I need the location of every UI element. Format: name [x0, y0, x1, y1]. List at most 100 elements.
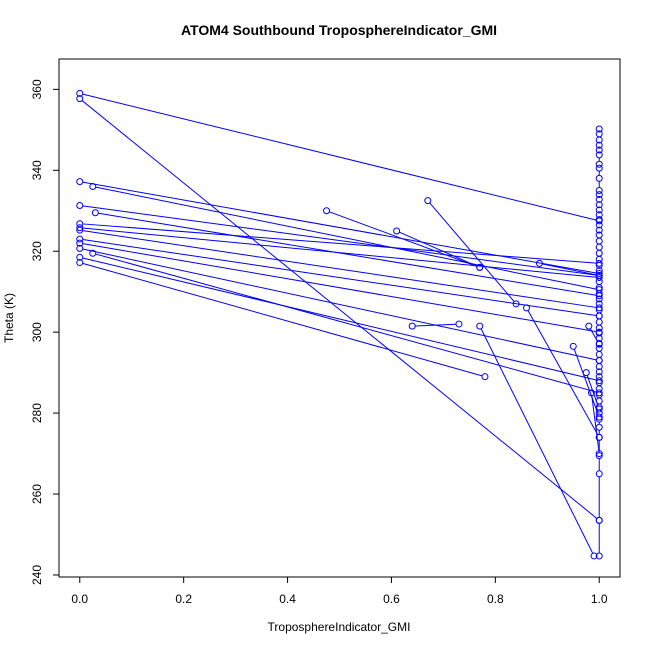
data-point	[595, 290, 603, 298]
x-axis-label: TroposphereIndicator_GMI	[268, 620, 411, 634]
data-point	[595, 237, 603, 245]
data-point	[595, 433, 603, 441]
data-point	[595, 261, 603, 269]
data-point	[76, 95, 84, 103]
data-point	[455, 320, 463, 328]
series-line	[98, 212, 597, 296]
series-line	[591, 395, 600, 451]
series-line	[82, 93, 597, 221]
data-point	[76, 224, 84, 232]
data-point	[595, 318, 603, 326]
data-point	[595, 243, 603, 251]
data-point	[590, 552, 598, 560]
data-point	[595, 211, 603, 219]
data-point	[595, 259, 603, 267]
data-point	[476, 263, 484, 271]
data-point	[323, 207, 331, 215]
data-point	[595, 295, 603, 303]
series-line	[95, 186, 597, 290]
data-point	[595, 125, 603, 133]
data-point	[585, 322, 593, 330]
y-tick-label: 300	[30, 322, 44, 342]
y-tick-label: 240	[30, 565, 44, 585]
data-point	[595, 269, 603, 277]
data-point	[595, 191, 603, 199]
x-tick-label: 0.6	[383, 592, 400, 606]
data-point	[595, 450, 603, 458]
data-point	[595, 312, 603, 320]
data-point	[595, 385, 603, 393]
series-line	[82, 239, 597, 317]
data-point	[393, 227, 401, 235]
data-point	[595, 141, 603, 149]
data-point	[595, 151, 603, 159]
data-point	[595, 389, 603, 397]
points-layer	[76, 89, 603, 560]
y-tick-label: 280	[30, 403, 44, 423]
data-point	[595, 201, 603, 209]
series-line	[480, 328, 594, 554]
lines-layer	[81, 93, 600, 554]
data-point	[76, 235, 84, 243]
y-axis: 240 260 280 300 320 340 360	[30, 79, 60, 585]
data-point	[595, 136, 603, 144]
x-tick-label: 0.4	[279, 592, 296, 606]
data-point	[89, 182, 97, 190]
data-point	[595, 249, 603, 257]
series-line	[82, 257, 597, 381]
data-point	[595, 164, 603, 172]
data-point	[476, 322, 484, 330]
series-line	[82, 223, 597, 264]
series-line	[399, 231, 478, 267]
data-point	[595, 415, 603, 423]
data-point	[595, 292, 603, 300]
y-tick-label: 340	[30, 160, 44, 180]
data-point	[424, 197, 432, 205]
x-tick-label: 0.8	[487, 592, 504, 606]
y-tick-label: 360	[30, 79, 44, 99]
series-line	[82, 262, 483, 377]
data-point	[595, 146, 603, 154]
data-point	[595, 423, 603, 431]
data-point	[569, 342, 577, 350]
data-point	[595, 413, 603, 421]
data-point	[587, 389, 595, 397]
data-point	[595, 255, 603, 263]
data-point	[89, 249, 97, 257]
data-point	[76, 201, 84, 209]
data-point	[595, 187, 603, 195]
data-point	[595, 206, 603, 214]
series-line	[95, 253, 597, 393]
plot-frame	[58, 58, 621, 578]
data-point	[595, 216, 603, 224]
x-tick-label: 1.0	[591, 592, 608, 606]
data-point	[76, 259, 84, 267]
series-line	[81, 100, 598, 519]
y-tick-label: 260	[30, 484, 44, 504]
data-point	[76, 89, 84, 97]
data-point	[595, 363, 603, 371]
data-point	[595, 470, 603, 478]
data-point	[595, 304, 603, 312]
data-point	[512, 300, 520, 308]
y-tick-label: 320	[30, 241, 44, 261]
data-point	[595, 356, 603, 364]
series-line	[573, 348, 599, 415]
series-line	[82, 230, 597, 308]
data-point	[595, 278, 603, 286]
data-point	[595, 324, 603, 332]
data-point	[535, 259, 543, 267]
data-point	[582, 369, 590, 377]
series-line	[542, 263, 597, 276]
series-line	[429, 202, 515, 302]
data-point	[595, 226, 603, 234]
chart-title: ATOM4 Southbound TroposphereIndicator_GM…	[181, 22, 497, 38]
series-line	[82, 243, 597, 333]
data-point	[595, 339, 603, 347]
series-line	[527, 310, 599, 436]
x-tick-label: 0.0	[71, 592, 88, 606]
x-axis: 0.0 0.2 0.4 0.6 0.8 1.0	[71, 576, 608, 606]
data-point	[595, 377, 603, 385]
